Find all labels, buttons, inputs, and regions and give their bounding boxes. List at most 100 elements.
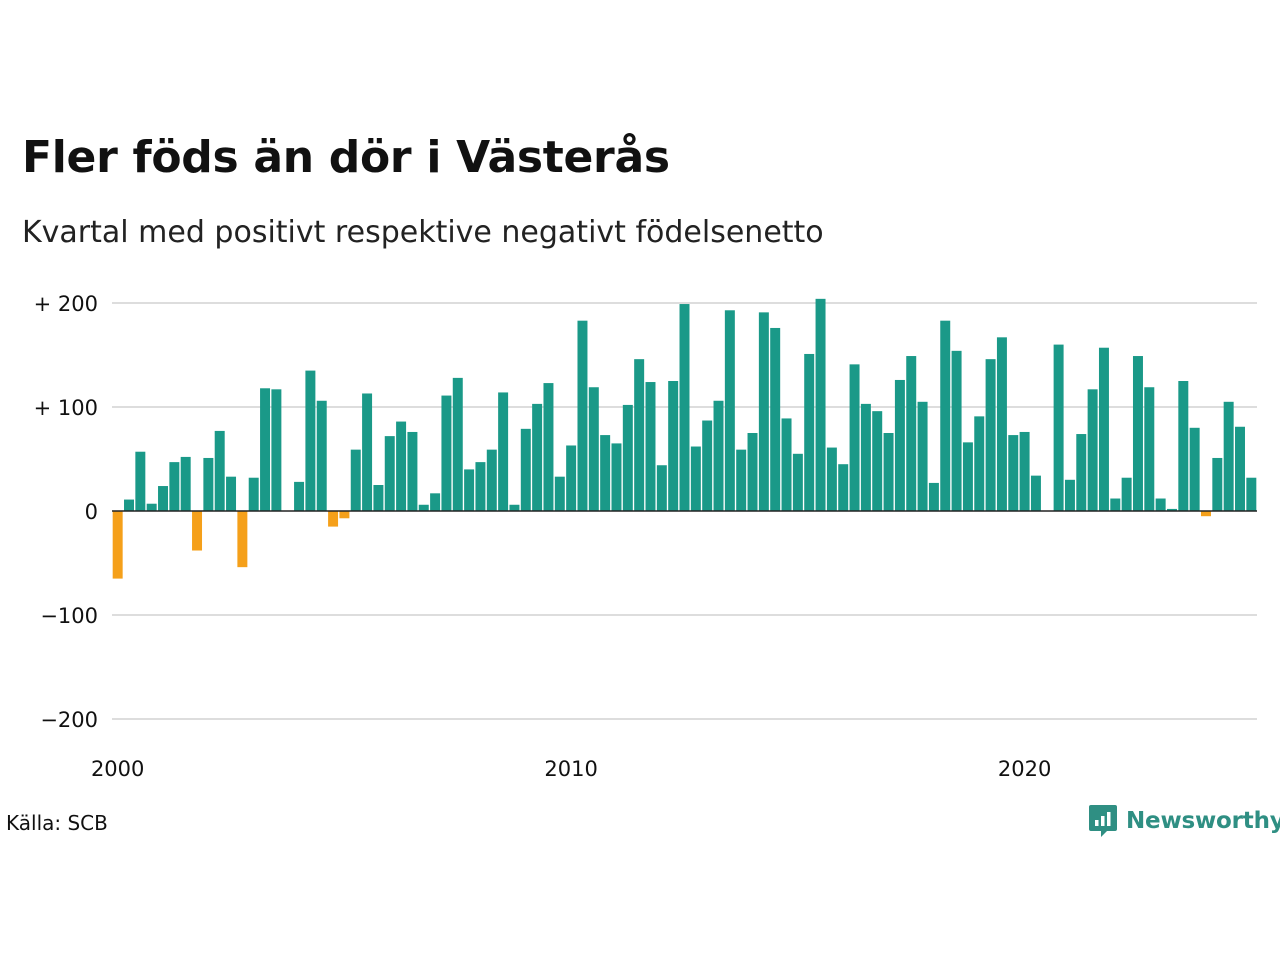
bar xyxy=(872,411,883,511)
bar xyxy=(124,499,134,511)
bar xyxy=(645,382,656,511)
bar xyxy=(112,511,123,579)
bar xyxy=(600,435,611,511)
x-tick-label: 2000 xyxy=(91,757,144,781)
bar xyxy=(985,359,996,511)
bars xyxy=(112,298,1257,579)
bar xyxy=(1144,387,1155,511)
bar xyxy=(656,465,667,511)
bar xyxy=(1087,389,1098,511)
bar xyxy=(1110,498,1121,511)
bar xyxy=(566,445,577,511)
bar xyxy=(747,433,758,511)
y-axis-ticks: + 200 + 100 0 −100 −200 xyxy=(34,292,98,732)
bar xyxy=(1178,381,1189,511)
bar xyxy=(294,481,305,511)
bar xyxy=(1201,511,1211,517)
bar xyxy=(1132,356,1143,511)
bar xyxy=(928,482,939,511)
bar xyxy=(135,451,146,511)
bar xyxy=(441,395,452,511)
bar xyxy=(588,387,599,511)
bar xyxy=(316,400,327,511)
bar xyxy=(475,462,486,511)
bar xyxy=(1030,475,1041,511)
bar xyxy=(237,511,248,568)
x-tick-label: 2020 xyxy=(998,757,1051,781)
bar xyxy=(498,392,509,511)
newsworthy-logo-text: Newsworthy xyxy=(1126,808,1280,834)
bar xyxy=(339,511,350,519)
x-axis-ticks: 2000 2010 2020 xyxy=(91,757,1051,781)
bar xyxy=(736,449,747,511)
bar xyxy=(940,320,951,511)
x-tick-label: 2010 xyxy=(544,757,597,781)
bar xyxy=(758,312,769,511)
bar xyxy=(328,511,339,527)
bar xyxy=(1246,477,1257,511)
y-tick-label: 0 xyxy=(85,500,98,524)
bar xyxy=(226,476,237,511)
bar xyxy=(1223,401,1234,511)
bar xyxy=(1212,457,1223,511)
bar xyxy=(577,320,588,511)
y-tick-label: + 100 xyxy=(34,396,98,420)
bar xyxy=(713,400,724,511)
bar xyxy=(169,462,180,511)
bar xyxy=(271,389,282,511)
bar xyxy=(158,486,169,511)
bar xyxy=(702,420,713,511)
bar xyxy=(690,446,701,511)
bar xyxy=(962,442,973,511)
source-note: Källa: SCB xyxy=(6,811,108,835)
bar xyxy=(373,485,384,511)
bar xyxy=(384,436,395,511)
bar xyxy=(996,337,1007,511)
bar xyxy=(543,383,554,511)
bar xyxy=(804,353,815,511)
bar xyxy=(464,469,475,511)
bar xyxy=(634,359,645,511)
bar xyxy=(611,443,622,511)
bar xyxy=(668,381,679,511)
bar xyxy=(838,464,849,511)
bar xyxy=(430,493,441,511)
bar xyxy=(452,377,463,511)
bar xyxy=(418,504,429,511)
bar xyxy=(917,401,928,511)
bar xyxy=(1064,479,1075,511)
bar xyxy=(1053,344,1064,511)
bar xyxy=(679,304,690,511)
bar xyxy=(781,418,792,511)
bar xyxy=(407,431,418,511)
bar xyxy=(214,430,225,511)
bar xyxy=(826,447,837,511)
bar xyxy=(849,364,860,511)
chart-title: Fler föds än dör i Västerås xyxy=(22,132,670,183)
bar xyxy=(192,511,203,551)
bar xyxy=(350,449,361,511)
bar xyxy=(974,416,985,511)
bar xyxy=(1019,431,1030,511)
grid-lines xyxy=(112,302,1257,720)
bar xyxy=(1155,498,1166,511)
bar xyxy=(724,310,735,511)
bar-chart: + 200 + 100 0 −100 −200 2000 2010 2020 xyxy=(34,292,1257,781)
bar xyxy=(554,476,565,511)
bar xyxy=(622,404,633,511)
bar xyxy=(396,421,407,511)
bar xyxy=(860,403,871,511)
bar xyxy=(1189,427,1200,511)
bar xyxy=(1008,435,1019,511)
bar xyxy=(1235,426,1245,511)
bar xyxy=(951,350,962,511)
bar xyxy=(203,457,214,511)
y-tick-label: + 200 xyxy=(34,292,98,316)
bar xyxy=(1166,508,1177,511)
bar xyxy=(770,327,781,511)
y-tick-label: −100 xyxy=(40,604,98,628)
bar xyxy=(894,379,905,511)
newsworthy-logo[interactable]: Newsworthy xyxy=(1088,804,1280,838)
bar xyxy=(486,449,497,511)
bar xyxy=(520,428,531,511)
